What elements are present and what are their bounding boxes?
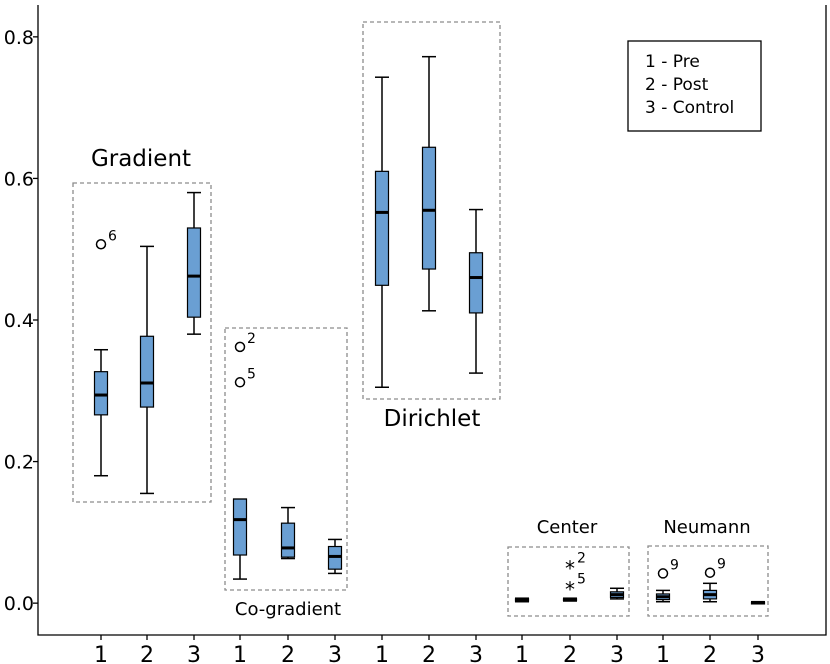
y-tick-label: 0.8 [4, 27, 34, 49]
outlier-circle [657, 568, 669, 579]
group-label-gradient: Gradient [91, 146, 191, 172]
outlier-label: 5 [577, 572, 586, 588]
x-tick-label: 1 [94, 643, 108, 664]
outlier-label: 2 [577, 550, 586, 566]
x-tick-label: 3 [328, 643, 342, 664]
y-tick-label: 0.4 [4, 310, 34, 332]
box-iqr [93, 371, 109, 416]
x-tick-label: 1 [515, 643, 529, 664]
outlier-circle [234, 341, 246, 353]
legend-item: 1 - Pre [645, 52, 700, 72]
x-tick-label: 2 [563, 643, 577, 664]
legend-item: 2 - Post [645, 75, 709, 95]
outlier-label: 5 [247, 366, 256, 382]
group-box-neumann [647, 545, 769, 617]
group-box-dirichlet [362, 21, 501, 400]
box-iqr [421, 146, 437, 270]
box-iqr [232, 498, 248, 556]
outlier-circle [704, 567, 716, 578]
group-label-neumann: Neumann [663, 517, 750, 538]
x-tick-label: 3 [610, 643, 624, 664]
outlier-label: 2 [247, 331, 256, 347]
x-tick-label: 2 [281, 643, 295, 664]
box-iqr [139, 335, 155, 408]
y-tick-label: 0.6 [4, 168, 34, 190]
legend-box [627, 40, 762, 132]
group-label-dirichlet: Dirichlet [384, 406, 481, 432]
outlier-label: 9 [717, 557, 726, 573]
group-box-center [507, 546, 630, 617]
group-box-gradient [72, 182, 212, 503]
group-label-co-gradient: Co-gradient [235, 599, 341, 620]
outlier-label: 6 [108, 228, 117, 244]
outlier-star: * [565, 556, 575, 580]
outlier-circle [234, 377, 246, 388]
legend-item: 3 - Control [645, 98, 734, 118]
x-tick-label: 2 [703, 643, 717, 664]
box-iqr [374, 170, 390, 286]
y-tick-label: 0.2 [4, 452, 34, 474]
group-box-co-gradient [224, 327, 348, 591]
outlier-label: 9 [670, 557, 679, 573]
y-tick-label: 0.0 [4, 593, 34, 615]
x-tick-label: 3 [751, 643, 765, 664]
box-iqr [186, 227, 202, 318]
x-tick-label: 2 [422, 643, 436, 664]
x-tick-label: 3 [469, 643, 483, 664]
x-tick-label: 1 [233, 643, 247, 664]
outlier-star: * [565, 578, 575, 602]
x-tick-label: 1 [375, 643, 389, 664]
outlier-circle [95, 239, 107, 250]
x-tick-label: 3 [187, 643, 201, 664]
x-tick-label: 1 [656, 643, 670, 664]
x-tick-label: 2 [140, 643, 154, 664]
box-iqr [468, 252, 484, 314]
box-iqr [280, 522, 296, 558]
group-label-center: Center [537, 517, 598, 538]
